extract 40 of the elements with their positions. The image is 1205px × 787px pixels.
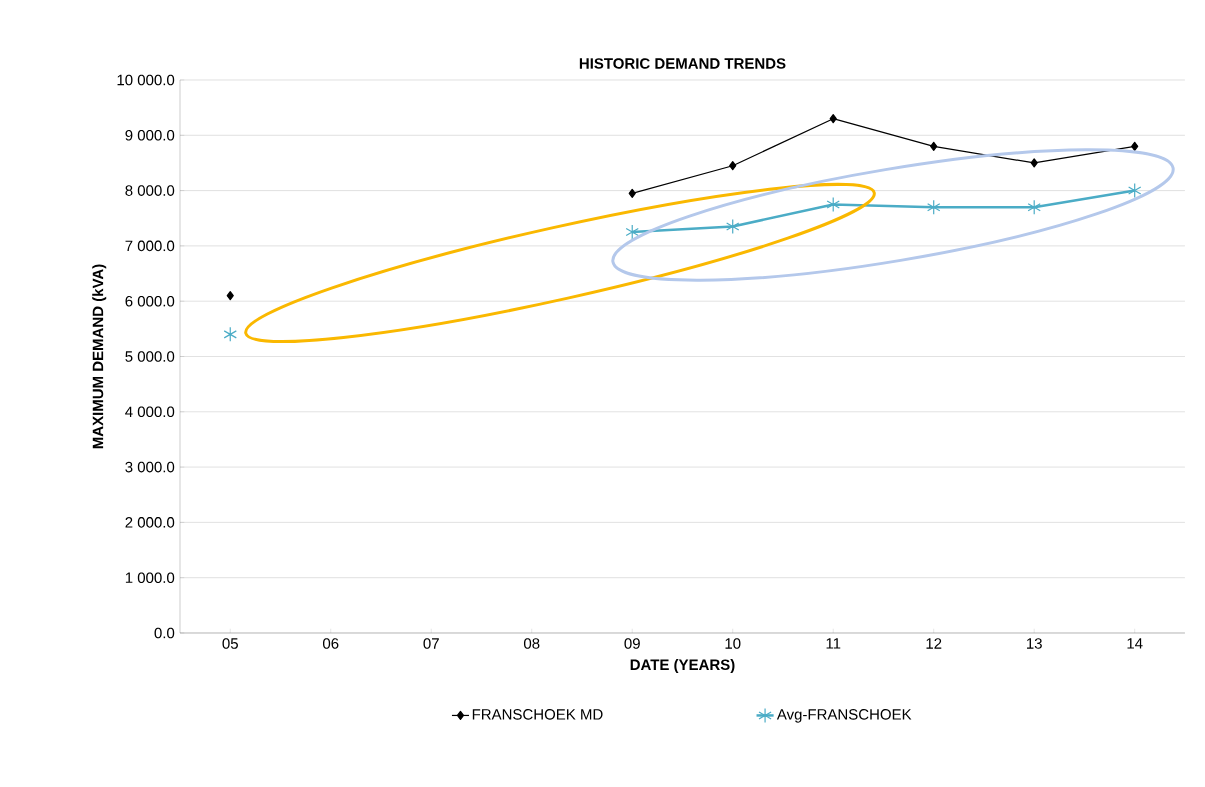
- x-tick-label: 07: [423, 638, 439, 649]
- x-tick-label: 14: [1127, 638, 1143, 649]
- y-tick-label: 10 000.0: [117, 74, 175, 86]
- x-axis-title: DATE (YEARS): [630, 659, 735, 673]
- point: [1131, 141, 1139, 151]
- point: [826, 196, 840, 213]
- point: [930, 141, 938, 151]
- y-axis-title: MAXIMUM DEMAND (kVA): [92, 264, 107, 449]
- point: [223, 326, 237, 342]
- y-tick-label: 4 000.0: [125, 406, 175, 418]
- point: [1027, 199, 1041, 215]
- y-tick-label: 6 000.0: [125, 295, 175, 307]
- legend-label: FRANSCHOEK MD: [472, 709, 603, 720]
- x-tick-label: 12: [926, 638, 942, 649]
- point: [1128, 182, 1142, 199]
- y-tick-label: 3 000.0: [125, 461, 175, 473]
- y-tick-label: 0.0: [154, 627, 175, 639]
- y-tick-label: 5 000.0: [125, 351, 175, 362]
- x-tick-label: 10: [725, 638, 741, 649]
- y-tick-label: 7 000.0: [125, 240, 175, 252]
- point: [726, 218, 740, 235]
- point: [628, 188, 636, 198]
- y-tick-label: 9 000.0: [125, 129, 175, 141]
- x-tick-label: 11: [826, 638, 841, 649]
- point: [226, 291, 234, 301]
- x-tick-label: 05: [222, 638, 238, 649]
- point: [729, 161, 737, 171]
- y-tick-label: 1 000.0: [125, 572, 175, 583]
- x-tick-label: 06: [322, 638, 339, 649]
- point: [1030, 158, 1038, 168]
- x-tick-label: 09: [624, 638, 640, 649]
- x-tick-label: 13: [1027, 638, 1042, 649]
- y-tick-label: 8 000.0: [125, 185, 175, 196]
- chart-title: HISTORIC DEMAND TRENDS: [579, 58, 786, 69]
- point: [927, 199, 941, 215]
- x-tick-label: 08: [523, 638, 540, 649]
- legend-label: Avg-FRANSCHOEK: [776, 709, 912, 723]
- point: [829, 114, 837, 124]
- point: [625, 224, 639, 240]
- y-tick-label: 2 000.0: [125, 517, 175, 528]
